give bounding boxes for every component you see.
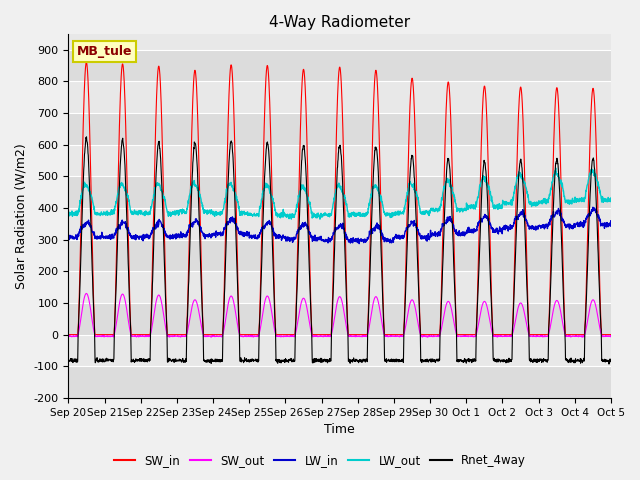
SW_out: [367, 311, 375, 317]
Text: MB_tule: MB_tule: [77, 45, 132, 58]
Rnet_4way: [356, 358, 364, 364]
LW_out: [575, 198, 582, 204]
LW_in: [367, 231, 375, 237]
LW_out: [356, 211, 364, 216]
SW_in: [216, 332, 224, 337]
Line: SW_in: SW_in: [68, 62, 611, 335]
Bar: [68, 145, 611, 176]
Bar: [68, 303, 611, 335]
SW_out: [83, 290, 90, 296]
LW_out: [559, 188, 567, 194]
LW_out: [552, 165, 559, 171]
LW_in: [575, 221, 582, 227]
SW_in: [607, 332, 615, 337]
LW_out: [497, 202, 505, 208]
Rnet_4way: [216, 358, 224, 363]
LW_in: [589, 204, 596, 210]
Title: 4-Way Radiometer: 4-Way Radiometer: [269, 15, 410, 30]
Rnet_4way: [367, 230, 375, 236]
SW_in: [83, 60, 90, 65]
Rnet_4way: [575, 357, 582, 363]
Line: Rnet_4way: Rnet_4way: [68, 137, 611, 364]
SW_in: [575, 332, 582, 337]
Bar: [68, 208, 611, 240]
Line: SW_out: SW_out: [68, 293, 611, 337]
LW_in: [65, 234, 72, 240]
Bar: [68, 176, 611, 208]
SW_out: [607, 333, 615, 338]
LW_out: [216, 209, 223, 215]
Bar: [68, 335, 611, 366]
SW_in: [356, 332, 364, 337]
Rnet_4way: [497, 358, 505, 363]
Bar: [68, 271, 611, 303]
LW_out: [316, 216, 324, 222]
Bar: [68, 82, 611, 113]
LW_in: [497, 226, 505, 231]
LW_out: [607, 195, 615, 201]
Bar: [68, 366, 611, 398]
LW_out: [367, 191, 375, 197]
SW_out: [497, 334, 505, 339]
SW_out: [575, 334, 582, 340]
SW_out: [559, 324, 567, 329]
Line: LW_in: LW_in: [68, 207, 611, 244]
Rnet_4way: [559, 289, 567, 295]
SW_in: [559, 271, 567, 276]
SW_out: [356, 333, 364, 339]
LW_in: [216, 231, 223, 237]
Legend: SW_in, SW_out, LW_in, LW_out, Rnet_4way: SW_in, SW_out, LW_in, LW_out, Rnet_4way: [109, 449, 531, 472]
LW_in: [607, 221, 615, 227]
Rnet_4way: [605, 361, 613, 367]
X-axis label: Time: Time: [324, 423, 355, 436]
LW_in: [355, 241, 363, 247]
Bar: [68, 113, 611, 145]
SW_out: [216, 333, 224, 339]
Bar: [68, 50, 611, 82]
SW_in: [367, 189, 375, 195]
Y-axis label: Solar Radiation (W/m2): Solar Radiation (W/m2): [15, 143, 28, 289]
SW_in: [497, 332, 505, 337]
LW_in: [356, 237, 364, 243]
Line: LW_out: LW_out: [68, 168, 611, 219]
Rnet_4way: [65, 357, 72, 363]
LW_in: [559, 218, 567, 224]
LW_out: [65, 208, 72, 214]
SW_out: [579, 335, 586, 340]
SW_in: [65, 332, 72, 337]
Bar: [68, 240, 611, 271]
Rnet_4way: [83, 134, 90, 140]
Rnet_4way: [607, 357, 615, 363]
SW_out: [65, 333, 72, 339]
